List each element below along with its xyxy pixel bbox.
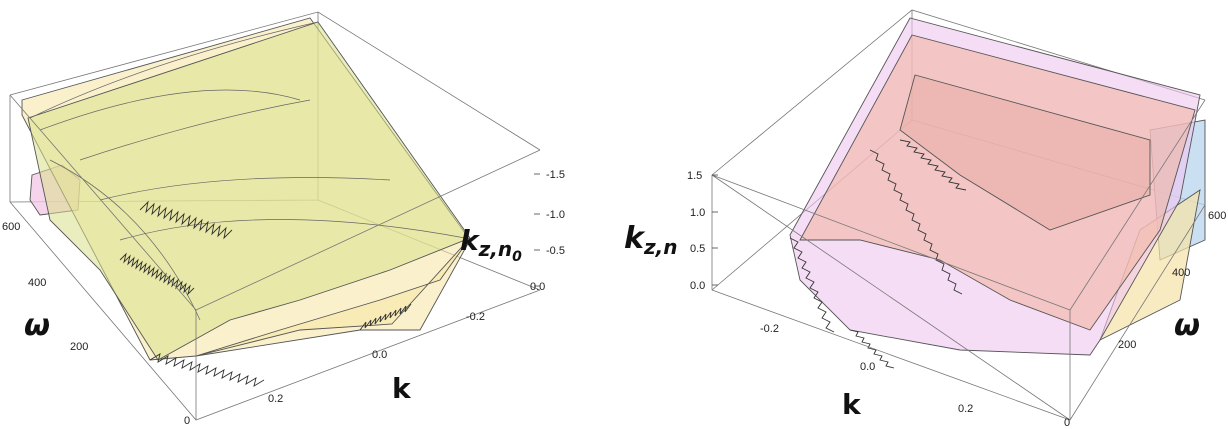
right-x-tick-0: -0.2 bbox=[760, 323, 779, 335]
left-x-tick-1: 0.0 bbox=[372, 349, 387, 361]
left-y-tick-3: 600 bbox=[2, 221, 20, 233]
left-x-tick-2: 0.2 bbox=[268, 393, 283, 405]
left-jagged-edge-3 bbox=[149, 353, 265, 387]
right-jagged-edge-1 bbox=[789, 237, 835, 333]
right-3d-plot: 1.5 1.0 0.5 0.0 kz,n -0.2 0.0 0.2 k 600 … bbox=[624, 9, 1226, 429]
right-y-tick-3: 600 bbox=[1208, 210, 1226, 222]
left-surface-green bbox=[27, 21, 471, 361]
left-z-tick-3: -1.5 bbox=[546, 169, 565, 181]
right-y-tick-1: 200 bbox=[1118, 339, 1136, 351]
right-y-axis: 600 400 200 0 ω bbox=[1064, 210, 1226, 429]
right-z-tick-1: 0.5 bbox=[690, 243, 705, 255]
right-y-tick-2: 400 bbox=[1172, 267, 1190, 279]
right-surface-inner bbox=[899, 74, 1151, 231]
left-y-tick-1: 200 bbox=[70, 341, 88, 353]
left-3d-plot: -1.5 -1.0 -0.5 0.0 kz,n0 600 400 200 0 ω… bbox=[2, 11, 565, 427]
left-box-front bbox=[9, 94, 541, 421]
left-mesh-curves bbox=[29, 21, 466, 321]
right-jagged-edge-4 bbox=[849, 329, 895, 369]
left-y-axis: 600 400 200 0 ω bbox=[2, 221, 190, 427]
right-box-front bbox=[711, 99, 1206, 421]
left-x-axis: -0.2 0.0 0.2 k bbox=[268, 311, 485, 405]
right-x-tick-1: 0.0 bbox=[860, 361, 875, 373]
right-z-tick-0: 0.0 bbox=[690, 280, 705, 292]
left-y-tick-2: 400 bbox=[28, 277, 46, 289]
left-x-tick-0: -0.2 bbox=[466, 311, 485, 323]
left-x-axis-label: k bbox=[392, 372, 412, 405]
left-jagged-edge-2 bbox=[139, 200, 233, 240]
right-jagged-edge-3 bbox=[899, 139, 967, 191]
right-y-tick-0: 0 bbox=[1064, 417, 1070, 429]
right-z-tick-3: 1.5 bbox=[687, 170, 702, 182]
left-surface-lower bbox=[195, 237, 471, 357]
left-z-tick-0: 0.0 bbox=[530, 281, 545, 293]
right-z-axis-label: kz,n bbox=[624, 221, 677, 259]
right-x-axis-label: k bbox=[842, 388, 862, 421]
right-y-axis-label: ω bbox=[1174, 308, 1200, 343]
left-z-axis-label: kz,n0 bbox=[460, 224, 522, 265]
right-x-axis: -0.2 0.0 0.2 k bbox=[760, 323, 973, 421]
left-z-tick-1: -0.5 bbox=[546, 245, 565, 257]
right-surface-salmon bbox=[799, 34, 1196, 331]
right-z-axis: 1.5 1.0 0.5 0.0 kz,n bbox=[624, 170, 718, 292]
left-z-axis: -1.5 -1.0 -0.5 0.0 kz,n0 bbox=[460, 169, 565, 293]
right-jagged-edge-2 bbox=[869, 149, 963, 295]
left-jagged-edge-1 bbox=[119, 252, 195, 296]
left-y-tick-0: 0 bbox=[184, 415, 190, 427]
right-x-tick-2: 0.2 bbox=[958, 403, 973, 415]
left-z-tick-2: -1.0 bbox=[546, 209, 565, 221]
right-z-tick-2: 1.0 bbox=[690, 207, 705, 219]
left-y-axis-label: ω bbox=[24, 308, 50, 343]
left-jagged-edge-4 bbox=[359, 303, 412, 331]
